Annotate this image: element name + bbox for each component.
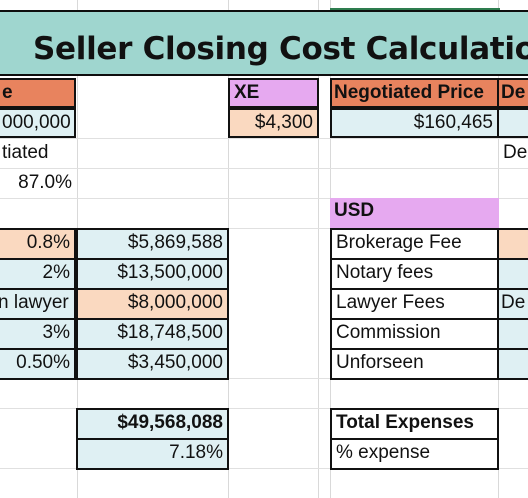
next-column-text[interactable]: De: [503, 142, 528, 163]
selected-cell-indicator: [330, 8, 500, 11]
gridline: [0, 198, 528, 199]
negotiated-price-value[interactable]: $160,465: [330, 108, 499, 138]
total-percent-cell[interactable]: 7.18%: [76, 438, 229, 470]
gridline: [0, 168, 528, 169]
expense-label-brokerage[interactable]: Brokerage Fee: [330, 228, 499, 260]
expense-side-notary[interactable]: [497, 258, 528, 290]
amount-cell-notary[interactable]: $13,500,000: [76, 258, 229, 290]
amount-cell-brokerage[interactable]: $5,869,588: [76, 228, 229, 260]
next-column-header[interactable]: De: [497, 78, 528, 108]
gridline: [0, 138, 528, 139]
next-column-cell[interactable]: [497, 108, 528, 138]
rate-cell-lawyer[interactable]: n lawyer: [0, 288, 76, 320]
gridline: [0, 228, 528, 229]
expense-label-commission[interactable]: Commission: [330, 318, 499, 350]
amount-cell-commission[interactable]: $18,748,500: [76, 318, 229, 350]
total-amount-cell[interactable]: $49,568,088: [76, 408, 229, 440]
expense-label-lawyer[interactable]: Lawyer Fees: [330, 288, 499, 320]
usd-header[interactable]: USD: [330, 198, 499, 228]
percent-expense-label[interactable]: % expense: [330, 438, 499, 470]
xe-label-cell[interactable]: XE: [228, 78, 319, 108]
gridline: [0, 468, 528, 469]
expense-side-brokerage[interactable]: [497, 228, 528, 260]
negotiated-label-cell[interactable]: tiated: [2, 142, 49, 163]
negotiated-percent-cell[interactable]: 87.0%: [18, 172, 72, 193]
total-expenses-label[interactable]: Total Expenses: [330, 408, 499, 440]
gridline: [0, 378, 528, 379]
rate-cell-notary[interactable]: 2%: [0, 258, 76, 290]
gridline: [318, 0, 319, 498]
left-header-cell[interactable]: e: [0, 78, 76, 108]
title-band: Seller Closing Cost Calculation: [0, 10, 528, 76]
expense-label-notary[interactable]: Notary fees: [330, 258, 499, 290]
rate-cell-unforeseen[interactable]: 0.50%: [0, 348, 76, 380]
rate-cell-commission[interactable]: 3%: [0, 318, 76, 350]
xe-value-cell[interactable]: $4,300: [228, 108, 319, 138]
rate-cell-brokerage[interactable]: 0.8%: [0, 228, 76, 260]
negotiated-price-header[interactable]: Negotiated Price: [330, 78, 499, 108]
price-cell[interactable]: 000,000: [0, 108, 76, 138]
gridline: [0, 408, 528, 409]
expense-side-unforeseen[interactable]: [497, 348, 528, 380]
expense-side-lawyer[interactable]: De: [497, 288, 528, 320]
expense-side-commission[interactable]: [497, 318, 528, 350]
amount-cell-unforeseen[interactable]: $3,450,000: [76, 348, 229, 380]
amount-cell-lawyer[interactable]: $8,000,000: [76, 288, 229, 320]
expense-label-unforeseen[interactable]: Unforseen: [330, 348, 499, 380]
page-title: Seller Closing Cost Calculation: [33, 31, 528, 67]
